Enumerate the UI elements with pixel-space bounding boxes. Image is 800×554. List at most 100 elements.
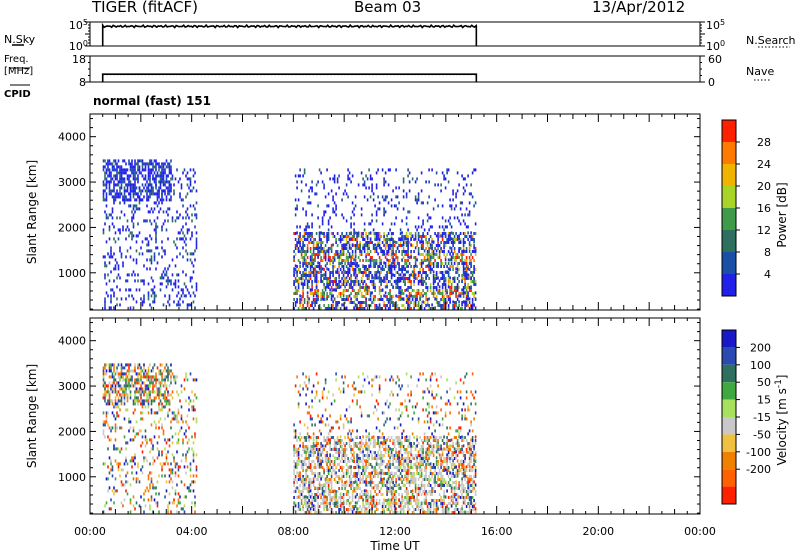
velocity-cell	[119, 474, 121, 478]
power-cell	[116, 162, 118, 166]
velocity-cell	[135, 381, 138, 385]
velocity-cell	[114, 372, 117, 376]
velocity-cell	[321, 457, 324, 460]
power-cell	[450, 241, 453, 244]
power-cell	[375, 183, 378, 187]
velocity-cell	[360, 460, 363, 463]
velocity-cell	[167, 378, 169, 382]
power-cell	[375, 246, 378, 250]
power-cell	[152, 291, 154, 295]
velocity-cell	[158, 369, 160, 373]
power-cell	[368, 286, 370, 289]
power-cell	[422, 232, 424, 235]
power-cell	[105, 192, 108, 196]
power-cell	[395, 271, 397, 274]
velocity-cell	[140, 411, 142, 415]
velocity-cell	[303, 439, 306, 442]
power-cell	[179, 297, 181, 301]
power-cell	[342, 289, 345, 292]
power-cell	[366, 237, 369, 241]
power-cell	[447, 168, 450, 172]
power-cell	[399, 273, 402, 277]
velocity-cell	[149, 504, 151, 508]
power-cell	[161, 195, 163, 199]
velocity-cell	[185, 375, 187, 379]
velocity-cell	[185, 495, 187, 499]
velocity-cell	[354, 478, 357, 481]
power-cell	[167, 267, 169, 271]
power-cell	[425, 292, 427, 295]
power-cell	[155, 162, 157, 166]
power-cell	[324, 210, 327, 214]
power-cell	[348, 262, 351, 265]
power-cell	[453, 262, 456, 265]
velocity-cell	[179, 429, 181, 433]
power-cell	[300, 301, 303, 304]
velocity-cell	[194, 408, 196, 412]
power-cell	[428, 268, 430, 271]
power-cell	[134, 177, 136, 181]
velocity-cell	[171, 453, 174, 457]
velocity-cell	[170, 393, 172, 397]
power-cell	[338, 262, 340, 265]
power-cell	[327, 286, 330, 289]
velocity-cell	[107, 465, 109, 469]
velocity-cell	[155, 396, 157, 400]
power-cell	[401, 235, 403, 238]
power-cell	[113, 189, 115, 193]
velocity-cell	[141, 375, 144, 379]
power-cell	[395, 195, 397, 199]
power-cell	[351, 253, 354, 256]
power-cell	[404, 277, 406, 280]
power-cell	[366, 244, 369, 247]
power-cell	[327, 228, 330, 232]
power-cell	[318, 253, 321, 256]
power-cell	[377, 270, 379, 274]
power-cell	[338, 274, 340, 277]
power-cell	[131, 231, 133, 235]
velocity-cell	[144, 444, 147, 448]
power-cell	[305, 271, 307, 274]
power-cell	[357, 271, 360, 274]
power-cell	[303, 298, 306, 301]
velocity-cell	[362, 448, 364, 451]
power-cell	[327, 192, 330, 196]
velocity-cell	[192, 408, 195, 412]
power-cell	[417, 271, 420, 274]
power-cell	[348, 255, 351, 259]
power-cell	[387, 201, 390, 205]
velocity-cell	[315, 439, 318, 442]
velocity-cell	[123, 393, 126, 397]
velocity-cell	[299, 484, 301, 487]
power-cell	[369, 298, 372, 301]
power-cell	[185, 294, 187, 298]
power-cell	[413, 250, 415, 253]
power-cell	[456, 265, 459, 268]
power-cell	[339, 285, 342, 289]
power-cell	[105, 171, 108, 175]
velocity-cell	[315, 436, 318, 439]
power-cell	[108, 189, 111, 193]
power-cell	[141, 168, 144, 172]
power-cell	[120, 171, 123, 175]
velocity-cell	[371, 499, 373, 502]
power-cell	[155, 225, 157, 229]
power-cell	[111, 165, 114, 169]
power-cell	[177, 180, 180, 184]
power-cell	[413, 273, 415, 277]
power-cell	[110, 171, 112, 175]
velocity-cell	[110, 387, 112, 391]
power-cell	[365, 253, 367, 256]
velocity-cell	[114, 399, 117, 403]
power-cell	[465, 262, 468, 265]
power-cell	[375, 262, 378, 265]
power-cell	[417, 195, 420, 199]
power-cell	[351, 238, 354, 241]
velocity-cell	[186, 441, 189, 445]
power-cell	[189, 252, 192, 256]
power-cell	[464, 177, 466, 181]
power-cell	[363, 280, 366, 283]
velocity-cell	[192, 405, 195, 409]
power-cell	[165, 228, 168, 232]
velocity-cell	[332, 496, 334, 499]
